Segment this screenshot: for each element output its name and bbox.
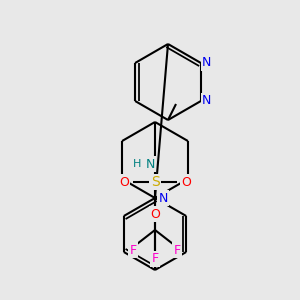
Text: F: F <box>173 244 181 256</box>
Text: O: O <box>150 208 160 220</box>
Text: N: N <box>202 56 212 70</box>
Text: F: F <box>129 244 137 256</box>
Text: F: F <box>152 253 159 266</box>
Text: S: S <box>151 175 159 189</box>
Text: H: H <box>133 159 141 169</box>
Text: N: N <box>158 191 168 205</box>
Text: O: O <box>119 176 129 188</box>
Text: N: N <box>202 94 212 107</box>
Text: N: N <box>145 158 155 170</box>
Text: O: O <box>181 176 191 188</box>
